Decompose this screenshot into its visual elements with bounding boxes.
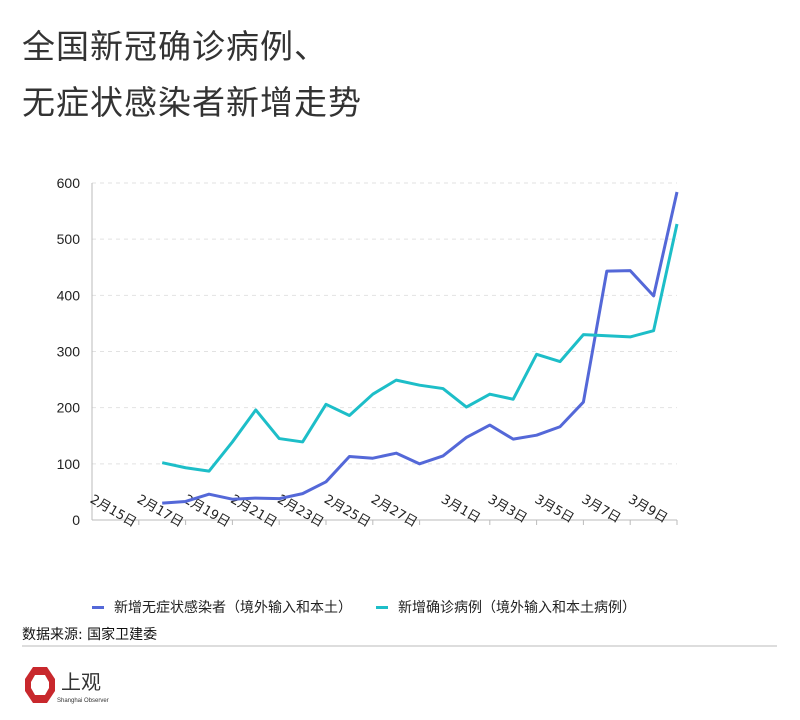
legend-label: 新增确诊病例（境外输入和本土病例） (398, 600, 636, 616)
legend-label: 新增无症状感染者（境外输入和本土） (114, 600, 352, 616)
x-tick-label: 2月15日 (87, 492, 139, 530)
legend-item-confirmed: 新增确诊病例（境外输入和本土病例） (376, 597, 636, 617)
divider (22, 645, 777, 647)
legend: 新增无症状感染者（境外输入和本土） 新增确诊病例（境外输入和本土病例） (92, 597, 636, 617)
x-tick-label: 3月7日 (579, 492, 623, 526)
x-tick-label: 2月25日 (321, 492, 373, 530)
data-source: 数据来源: 国家卫建委 (22, 627, 158, 643)
y-tick-label: 500 (57, 231, 81, 247)
chart-title-line-2: 无症状感染者新增走势 (22, 83, 362, 122)
y-tick-label: 0 (72, 512, 80, 528)
y-tick-label: 400 (57, 287, 81, 303)
x-tick-label: 3月3日 (485, 492, 529, 526)
chart-title-line-1: 全国新冠确诊病例、 (22, 27, 328, 66)
y-tick-label: 300 (57, 344, 81, 360)
x-tick-label: 3月9日 (626, 492, 670, 526)
series-line-1 (161, 223, 679, 473)
svg-text:上观: 上观 (61, 670, 101, 694)
legend-item-asymptomatic: 新增无症状感染者（境外输入和本土） (92, 597, 352, 617)
y-tick-label: 100 (57, 456, 81, 472)
y-tick-label: 600 (57, 175, 81, 191)
x-tick-label: 3月5日 (532, 492, 576, 526)
x-tick-label: 2月17日 (134, 492, 186, 530)
shanghai-observer-logo: 上观 Shanghai Observer (25, 665, 145, 709)
legend-swatch (376, 605, 388, 609)
x-tick-label: 2月27日 (368, 492, 420, 530)
y-tick-label: 200 (57, 400, 81, 416)
series-line-0 (162, 191, 679, 505)
legend-swatch (92, 605, 104, 609)
x-tick-label: 3月1日 (438, 492, 482, 526)
svg-text:Shanghai Observer: Shanghai Observer (57, 698, 109, 704)
line-chart: 01002003004005006002月15日2月17日2月19日2月21日2… (57, 175, 679, 531)
